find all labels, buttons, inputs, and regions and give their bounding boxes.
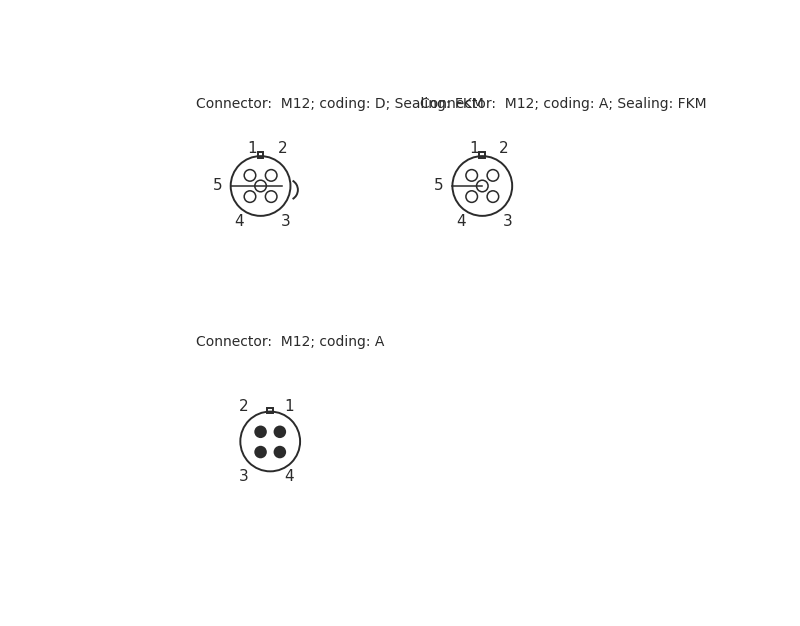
Bar: [267, 408, 273, 413]
Text: 4: 4: [285, 469, 294, 484]
Circle shape: [254, 426, 267, 438]
Text: 3: 3: [502, 213, 512, 228]
Circle shape: [274, 446, 286, 458]
Text: 3: 3: [281, 213, 290, 228]
Text: 4: 4: [456, 213, 466, 228]
Text: Connector:  M12; coding: A; Sealing: FKM: Connector: M12; coding: A; Sealing: FKM: [420, 97, 706, 111]
Text: Connector:  M12; coding: A: Connector: M12; coding: A: [195, 336, 384, 349]
Bar: [479, 152, 485, 158]
Text: Connector:  M12; coding: D; Sealing: FKM: Connector: M12; coding: D; Sealing: FKM: [195, 97, 483, 111]
Circle shape: [254, 446, 267, 458]
Text: 1: 1: [285, 399, 294, 414]
Bar: [258, 152, 263, 158]
Circle shape: [274, 426, 286, 438]
Text: 5: 5: [434, 178, 444, 193]
Text: 5: 5: [212, 178, 222, 193]
Text: 1: 1: [469, 141, 478, 156]
Text: 1: 1: [247, 141, 257, 156]
Text: 2: 2: [239, 399, 249, 414]
Text: 3: 3: [239, 469, 249, 484]
Text: 2: 2: [499, 141, 509, 156]
Text: 4: 4: [234, 213, 244, 228]
Text: 2: 2: [278, 141, 287, 156]
